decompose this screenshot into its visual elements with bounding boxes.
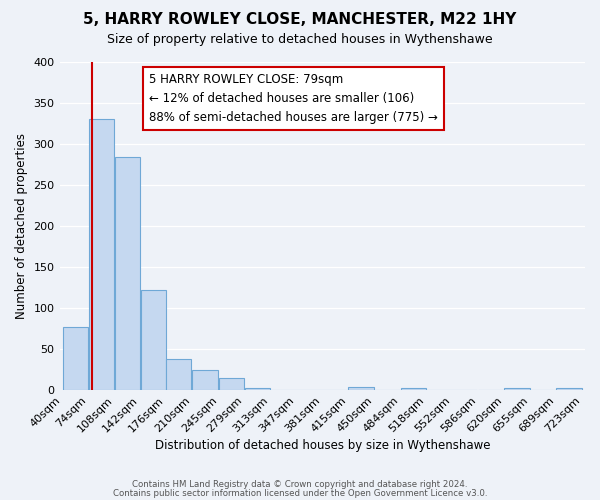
Bar	[245, 388, 270, 390]
Bar	[115, 157, 140, 390]
Bar	[166, 359, 191, 390]
Text: 5, HARRY ROWLEY CLOSE, MANCHESTER, M22 1HY: 5, HARRY ROWLEY CLOSE, MANCHESTER, M22 1…	[83, 12, 517, 28]
Y-axis label: Number of detached properties: Number of detached properties	[15, 133, 28, 319]
Bar	[89, 119, 114, 390]
Text: Contains public sector information licensed under the Open Government Licence v3: Contains public sector information licen…	[113, 488, 487, 498]
Bar	[348, 387, 374, 390]
Text: Size of property relative to detached houses in Wythenshawe: Size of property relative to detached ho…	[107, 32, 493, 46]
Bar	[219, 378, 244, 390]
Bar	[401, 388, 425, 390]
Text: 5 HARRY ROWLEY CLOSE: 79sqm
← 12% of detached houses are smaller (106)
88% of se: 5 HARRY ROWLEY CLOSE: 79sqm ← 12% of det…	[149, 73, 438, 124]
Bar	[140, 290, 166, 390]
Bar	[504, 388, 530, 390]
Text: Contains HM Land Registry data © Crown copyright and database right 2024.: Contains HM Land Registry data © Crown c…	[132, 480, 468, 489]
X-axis label: Distribution of detached houses by size in Wythenshawe: Distribution of detached houses by size …	[155, 440, 490, 452]
Bar	[556, 388, 581, 390]
Bar	[192, 370, 218, 390]
Bar	[63, 327, 88, 390]
